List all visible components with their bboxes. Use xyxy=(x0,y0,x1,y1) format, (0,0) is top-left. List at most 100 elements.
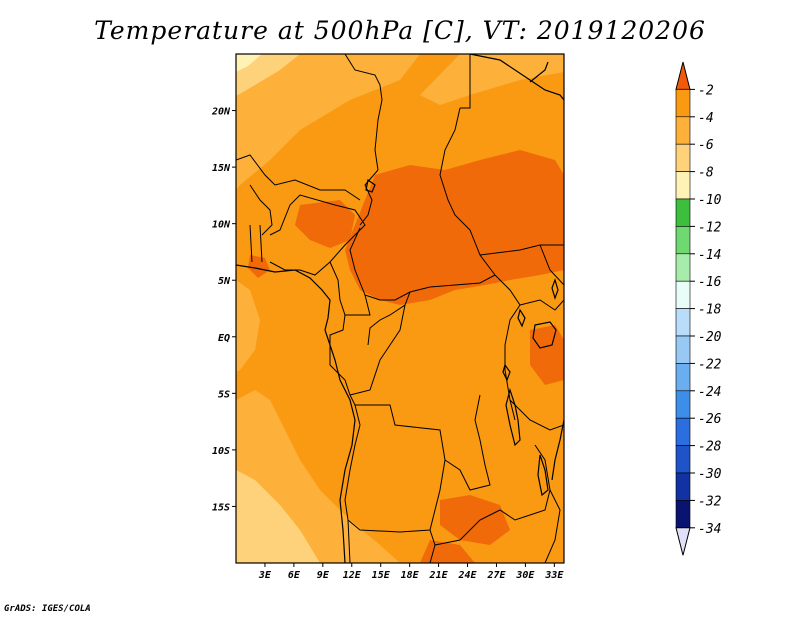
border-namibia xyxy=(347,519,351,563)
lake-chad xyxy=(365,178,376,193)
lat-tick-label: 5S xyxy=(218,389,230,400)
colorbar-box xyxy=(675,308,691,337)
colorbar-box xyxy=(675,363,691,392)
field-cool-southwest xyxy=(236,470,320,563)
lake-kivu xyxy=(502,363,511,382)
field-warm-east xyxy=(530,325,564,385)
colorbar-box xyxy=(675,226,691,255)
colorbar-box xyxy=(675,390,691,419)
field-warm-west xyxy=(295,200,355,248)
field-cool-northwest xyxy=(236,54,300,96)
lat-tick-label: 15S xyxy=(212,502,230,513)
colorbar-box xyxy=(675,143,691,172)
country-borders xyxy=(236,54,564,563)
colorbar-bottom-triangle xyxy=(675,527,691,556)
field-band-northwest xyxy=(236,54,420,190)
border-burkina xyxy=(249,184,273,236)
border-cameroon xyxy=(329,227,371,316)
lon-tick-label: 24E xyxy=(457,570,477,581)
map-frame xyxy=(235,53,565,564)
lat-tick-label: EQ xyxy=(218,333,230,344)
colorbar-labels: -2 -4 -6 -8 -10 -12 -14 -16 -18 -20 -22 -24 -26 -28 -3… xyxy=(690,83,722,537)
lon-tick-label: 6E xyxy=(288,570,301,581)
border-tanzania xyxy=(509,399,564,431)
border-car xyxy=(364,274,496,301)
lake-turkana xyxy=(551,278,559,300)
lake-albert xyxy=(517,308,526,328)
border-uganda-kenya xyxy=(519,299,564,311)
lake-malawi xyxy=(537,454,549,497)
border-niger-chad xyxy=(359,169,379,226)
border-drc-south xyxy=(349,394,491,491)
coastlines xyxy=(236,54,564,563)
lon-tick-label: 27E xyxy=(486,570,506,581)
colorbar-label: -8 xyxy=(698,166,714,181)
field-warm-south xyxy=(440,495,510,545)
colorbar-top-triangle xyxy=(675,61,691,90)
field-warm-southeast xyxy=(420,540,475,563)
colorbar-label: -12 xyxy=(698,220,722,235)
colorbar-box xyxy=(675,445,691,474)
lon-tick-label: 3E xyxy=(258,570,272,581)
border-nigeria xyxy=(269,194,366,276)
colorbar-label: -26 xyxy=(698,412,722,427)
grads-credit: GrADS: IGES/COLA xyxy=(4,604,91,614)
lon-tick-label: 12E xyxy=(343,570,362,581)
colorbar-box xyxy=(675,280,691,309)
lat-tick-label: 10N xyxy=(212,220,231,231)
field-coldest-corner xyxy=(236,54,262,72)
colorbar-box xyxy=(675,335,691,364)
colorbar-label: -10 xyxy=(698,193,722,208)
lat-tick-label: 20N xyxy=(211,107,231,118)
field-warm-core xyxy=(345,150,564,305)
colorbar-box xyxy=(675,253,691,282)
coast-sinai xyxy=(529,61,549,83)
lake-victoria xyxy=(532,321,557,349)
lat-tick-label: 15N xyxy=(212,163,231,174)
colorbar-label: -6 xyxy=(698,138,714,153)
lon-tick-label: 18E xyxy=(401,570,420,581)
lon-tick-label: 15E xyxy=(372,570,391,581)
lat-tick-label: 5N xyxy=(218,276,231,287)
border-sudan-ssudan xyxy=(479,244,564,256)
lon-tick-label: 21E xyxy=(429,570,449,581)
colorbar-box xyxy=(675,171,691,200)
colorbar-label: -20 xyxy=(698,330,722,345)
field-patch-west xyxy=(236,280,260,372)
border-zambia xyxy=(429,444,551,546)
border-ethiopia xyxy=(539,244,564,286)
colorbar-label: -2 xyxy=(698,83,714,98)
lon-tick-label: 30E xyxy=(515,570,535,581)
field-warm-patch xyxy=(248,255,270,278)
border-angola xyxy=(344,404,446,533)
coast-guinea xyxy=(236,264,356,563)
colorbar-label: -34 xyxy=(698,522,721,537)
field-band-north xyxy=(420,54,564,105)
border-ghana-togo xyxy=(249,224,263,263)
border-mozambique xyxy=(544,489,561,563)
lat-tick-label: 10S xyxy=(212,446,230,457)
colorbar-box xyxy=(675,116,691,145)
colorbar-box xyxy=(675,472,691,501)
border-drc-north xyxy=(367,291,411,346)
border-zimbabwe xyxy=(429,544,436,563)
coast-east-africa xyxy=(551,419,564,481)
lake-tanganyika xyxy=(505,387,521,447)
colorbar-label: -16 xyxy=(698,275,722,290)
border-chad-sudan xyxy=(439,107,496,276)
colorbar-label: -4 xyxy=(698,111,714,126)
colorbar-box xyxy=(675,500,691,529)
colorbar-label: -32 xyxy=(698,494,722,509)
latitude-axis: 20N 15N 10N 5N EQ 5S 10S 15S xyxy=(211,107,236,513)
border-mali-niger xyxy=(236,154,361,201)
border-libya-egypt xyxy=(460,54,471,109)
coast-red-sea xyxy=(469,54,564,101)
border-algeria-libya xyxy=(344,54,383,171)
map-title: Temperature at 500hPa [C], VT: 201912020… xyxy=(94,16,706,45)
colorbar-box xyxy=(675,89,691,118)
colorbar-label: -24 xyxy=(698,385,721,400)
colorbar-boxes xyxy=(675,61,691,556)
colorbar-label: -14 xyxy=(698,248,721,263)
